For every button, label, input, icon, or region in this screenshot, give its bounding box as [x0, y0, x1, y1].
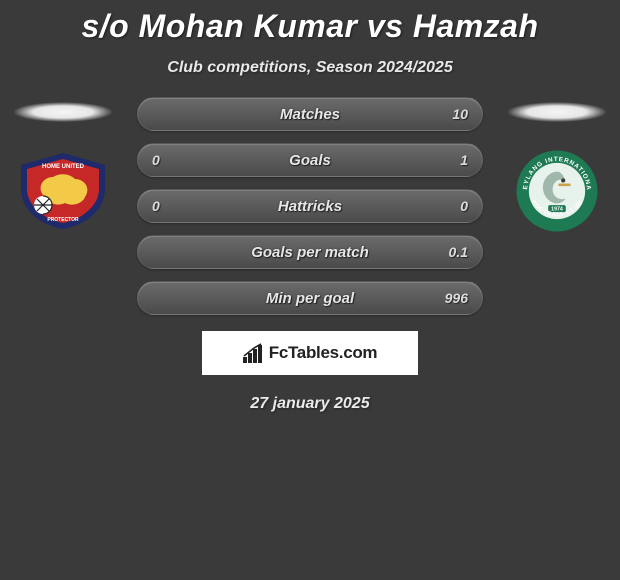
- club-crest-left: HOME UNITED PROTECTOR: [13, 151, 113, 231]
- stat-value-right: 996: [445, 290, 468, 306]
- svg-text:1974: 1974: [551, 206, 563, 212]
- player-right-column: 1974 GEYLANG INTERNATIONAL FOOTBALL CLUB: [501, 101, 613, 231]
- fctables-logo-icon: [243, 343, 265, 363]
- stat-label: Goals: [289, 152, 331, 169]
- comparison-row: HOME UNITED PROTECTOR Matches100Goals10H…: [0, 101, 620, 315]
- player-left-column: HOME UNITED PROTECTOR: [7, 101, 119, 231]
- stat-label: Matches: [280, 106, 340, 123]
- stat-value-right: 10: [452, 106, 468, 122]
- date-line: 27 january 2025: [0, 395, 620, 413]
- geylang-intl-crest-icon: 1974 GEYLANG INTERNATIONAL FOOTBALL CLUB: [507, 147, 607, 235]
- subtitle: Club competitions, Season 2024/2025: [0, 59, 620, 77]
- stat-label: Hattricks: [278, 198, 342, 215]
- svg-text:PROTECTOR: PROTECTOR: [47, 217, 79, 223]
- club-crest-right: 1974 GEYLANG INTERNATIONAL FOOTBALL CLUB: [507, 151, 607, 231]
- player-left-avatar: [12, 101, 114, 123]
- stat-value-right: 0: [460, 198, 468, 214]
- brand-name: FcTables.com: [269, 343, 378, 363]
- stat-pill: Matches 10: [137, 97, 483, 131]
- stat-value-right: 0.1: [449, 244, 468, 260]
- home-united-crest-icon: HOME UNITED PROTECTOR: [13, 151, 113, 231]
- stat-pill: 0 Goals 1: [137, 143, 483, 177]
- stat-value-left: 0: [152, 152, 160, 168]
- stat-value-right: 1: [460, 152, 468, 168]
- stat-label: Min per goal: [266, 290, 354, 307]
- stat-label: Goals per match: [251, 244, 369, 261]
- stat-pill: Min per goal 996: [137, 281, 483, 315]
- brand-watermark[interactable]: FcTables.com: [202, 331, 418, 375]
- svg-text:HOME UNITED: HOME UNITED: [42, 164, 85, 170]
- stat-pill: 0 Hattricks 0: [137, 189, 483, 223]
- stats-column: Matches100Goals10Hattricks0Goals per mat…: [137, 97, 483, 315]
- player-right-avatar: [506, 101, 608, 123]
- stat-pill: Goals per match 0.1: [137, 235, 483, 269]
- stat-value-left: 0: [152, 198, 160, 214]
- page-title: s/o Mohan Kumar vs Hamzah: [0, 0, 620, 45]
